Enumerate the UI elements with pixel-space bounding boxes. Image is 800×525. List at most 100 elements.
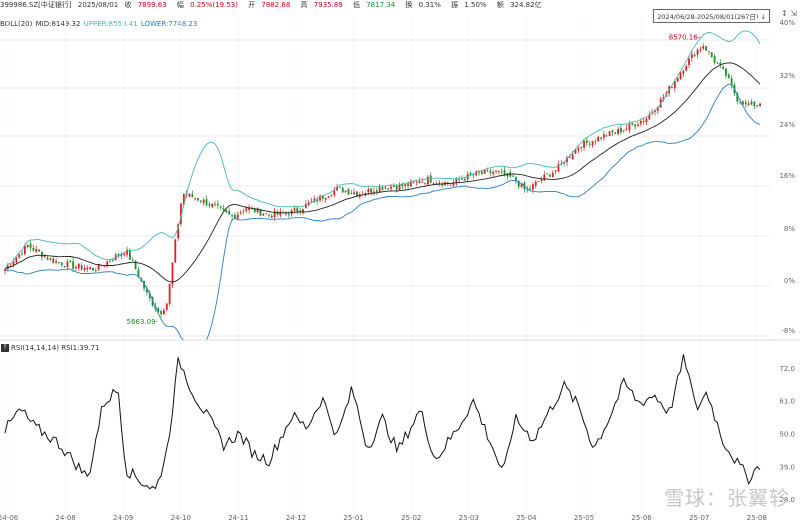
boll-lower: LOWER:7748.23 [140,20,198,28]
candle-body [387,188,390,190]
candle-body [239,212,242,214]
candle-body [86,267,89,270]
candle-body [580,147,583,149]
candle-body [756,105,759,106]
candle-body [324,198,327,200]
candle-body [566,157,568,163]
candle-body [347,189,350,195]
candle-body [546,173,549,175]
price-axis-label: 16% [779,172,795,180]
candle-body [679,72,682,79]
candle-body [534,181,537,186]
candle-body [455,178,458,184]
date-axis-label: 25-08 [747,514,767,522]
candle-body [611,130,614,133]
candle-body [191,194,194,198]
candle-body [97,263,100,270]
candle-body [265,213,268,215]
candle-body [500,171,503,173]
candle-body [18,254,21,258]
candle-body [478,171,480,173]
candle-body [517,180,520,187]
candle-body [461,178,463,180]
candle-body [747,103,750,105]
date-axis-label: 24-11 [228,514,248,522]
date-axis-label: 24-06 [0,514,19,522]
candle-body [285,213,287,215]
candle-body [330,195,333,196]
candle-body [40,251,43,258]
candle-body [404,184,407,187]
date-axis-label: 25-06 [631,514,652,522]
candle-body [43,256,46,257]
rsi-name: RSI(14,14,14) [11,344,60,352]
candle-body [503,170,506,175]
candle-body [117,253,120,256]
candle-body [557,164,560,172]
candle-body [21,253,23,255]
candle-body [594,141,597,142]
chart-tools-icon[interactable]: ↕ ⇲ [781,9,797,18]
candle-body [111,260,114,261]
rsi-axis-label: 28.0 [779,496,795,504]
candle-body [469,172,472,175]
candle-body [441,183,444,186]
index-code: 399986.SZ[中证银行] [0,1,72,9]
candle-body [682,70,685,74]
high-annotation: 8570.16- [669,33,701,41]
candle-body [58,262,60,263]
candle-body [577,147,580,151]
high-field: 高 7935.89 [300,1,343,9]
candle-body [160,310,163,315]
candle-body [620,128,622,133]
candle-body [293,208,296,211]
candle-body [353,192,356,195]
candle-body [648,114,651,120]
candle-body [407,183,409,187]
candle-body [4,269,6,272]
candle-body [537,181,540,183]
candle-body [526,189,529,191]
candle-body [321,195,324,199]
change-value: 0.25%(19.53) [190,1,238,9]
candle-body [639,120,642,124]
help-icon[interactable]: ? [1,344,9,352]
dropdown-arrow-icon: ↓ [760,13,766,21]
candle-body [336,186,338,191]
candle-body [671,86,673,88]
candle-body [390,186,392,189]
candle-body [688,58,690,65]
candle-body [256,208,259,213]
low-value: 7817.34 [366,1,396,9]
candle-body [12,261,15,266]
candle-body [532,184,534,190]
date-range-selector[interactable]: 2024/06/28-2025/08/01(267日) ↓ [653,9,770,23]
candle-body [656,106,659,111]
amount-value: 324.82亿 [510,1,542,9]
candle-body [625,128,628,130]
candle-body [685,66,688,71]
candle-body [574,149,577,154]
open-field: 开 7882.68 [248,1,291,9]
candle-body [248,207,250,210]
candle-body [177,224,180,239]
quote-date: 2025/08/01 [77,1,119,9]
amount-field: 额 324.82亿 [496,1,542,9]
turnover-field: 换 0.31% [405,1,441,9]
candle-body [15,257,18,263]
candle-body [109,260,111,262]
candle-body [89,267,92,270]
candle-body [157,308,160,312]
candle-body [242,211,245,213]
candle-body [9,265,12,267]
candle-body [673,80,676,89]
candle-body [52,258,55,263]
candle-body [225,210,228,213]
candle-body [146,288,148,293]
candle-body [585,140,588,143]
candle-body [174,239,177,263]
candle-body [543,174,546,181]
candle-body [236,214,239,219]
candle-body [696,49,699,55]
